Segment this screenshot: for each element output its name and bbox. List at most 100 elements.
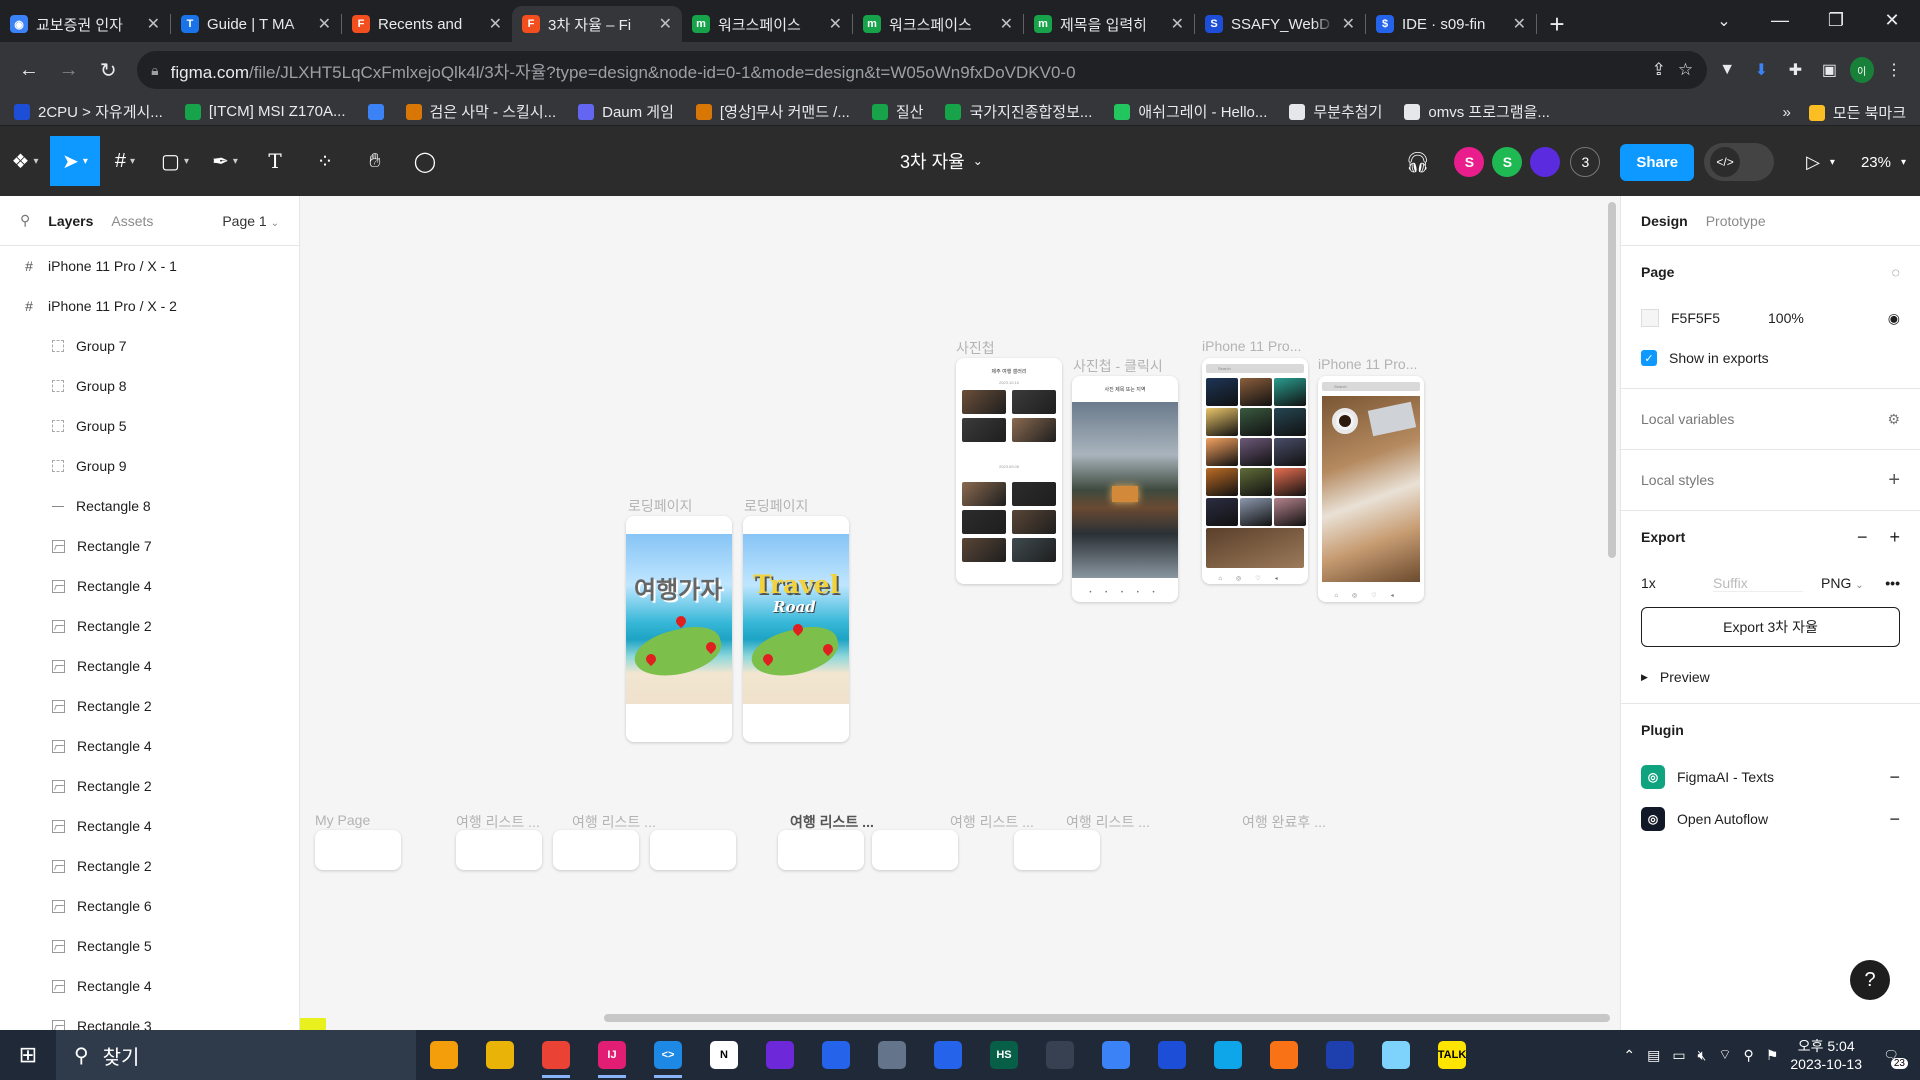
frame-label-album-click[interactable]: 사진첩 - 클릭시 [1073, 358, 1163, 374]
page-color-value[interactable]: F5F5F5 [1671, 310, 1721, 326]
taskbar-app-kakaotalk[interactable]: TALK [1424, 1030, 1480, 1080]
bookmark-item[interactable]: 국가지진종합정보... [945, 101, 1092, 122]
frame-label-travel-5[interactable]: 여행 리스트 ... [1066, 814, 1150, 830]
comment-tool[interactable]: ◯ [400, 136, 450, 186]
taskbar-search-box[interactable]: ⚲ 찾기 [56, 1030, 416, 1080]
profile-avatar[interactable]: 이 [1849, 57, 1874, 83]
preview-toggle[interactable]: Preview [1659, 669, 1710, 685]
remove-plugin-minus-icon[interactable]: − [1889, 808, 1900, 829]
layer-row[interactable]: Rectangle 2 [0, 766, 299, 806]
browser-tab[interactable]: $ IDE · s09-fin ✕ [1366, 6, 1536, 42]
layer-row[interactable]: Rectangle 2 [0, 606, 299, 646]
layer-row[interactable]: Rectangle 4 [0, 966, 299, 1006]
browser-menu-icon[interactable]: ⋮ [1885, 62, 1902, 79]
frame-bottom-row[interactable] [315, 830, 401, 870]
page-color-swatch[interactable] [1641, 309, 1659, 327]
notification-center-icon[interactable]: 🗨︎ 23 [1874, 1041, 1908, 1069]
layer-row[interactable]: Group 9 [0, 446, 299, 486]
tab-close-icon[interactable]: ✕ [1170, 16, 1184, 33]
taskbar-app-food-app[interactable] [416, 1030, 472, 1080]
frame-iphone-gallery[interactable]: Search ⌂◎♡◂ [1202, 358, 1308, 584]
extension-v-icon[interactable]: ▼ [1719, 61, 1736, 78]
frame-bottom-row[interactable] [456, 830, 542, 870]
taskbar-app-chrome[interactable] [528, 1030, 584, 1080]
frame-label-album[interactable]: 사진첩 [956, 340, 995, 356]
pen-tool[interactable]: ✒ ▾ [200, 136, 250, 186]
layer-row[interactable]: Rectangle 2 [0, 686, 299, 726]
taskbar-clock[interactable]: 오후 5:04 2023-10-13 [1790, 1037, 1862, 1073]
taskbar-app-vscode[interactable]: <> [640, 1030, 696, 1080]
tab-search-chevron-icon[interactable]: ⌄ [1717, 13, 1731, 30]
taskbar-app-app-grid[interactable] [920, 1030, 976, 1080]
taskbar-app-notion[interactable]: N [696, 1030, 752, 1080]
export-settings-more-icon[interactable]: ••• [1885, 575, 1900, 591]
frame-label-travel-3[interactable]: 여행 리스트 ... [790, 814, 874, 830]
frame-label-iphone-1[interactable]: iPhone 11 Pro... [1202, 338, 1302, 354]
browser-tab[interactable]: m 워크스페이스 ✕ [682, 6, 852, 42]
caret-right-icon[interactable]: ▶ [1641, 671, 1648, 682]
vertical-scrollbar[interactable] [1608, 202, 1616, 558]
remove-export-minus-icon[interactable]: − [1856, 526, 1868, 547]
address-bar[interactable]: 🔒︎ figma.com/file/JLXHT5LqCxFmlxejoQlk4l… [137, 51, 1708, 89]
more-bookmarks-icon[interactable]: » [1782, 104, 1791, 121]
forward-arrow-icon[interactable]: → [58, 58, 79, 81]
frame-album[interactable]: 제주 여행 갤러리 2023.10.10 2023.09.05 [956, 358, 1062, 584]
layer-row[interactable]: # iPhone 11 Pro / X - 2 [0, 286, 299, 326]
layer-row[interactable]: Rectangle 2 [0, 846, 299, 886]
layer-row[interactable]: Rectangle 8 [0, 486, 299, 526]
frame-label-mypage[interactable]: My Page [315, 812, 371, 828]
frame-loading-page-1[interactable]: 여행가자 [626, 516, 732, 742]
tab-close-icon[interactable]: ✕ [488, 16, 502, 33]
taskbar-app-app-purple[interactable] [752, 1030, 808, 1080]
resources-tool[interactable]: ⁘ [300, 136, 350, 186]
local-variables-label[interactable]: Local variables [1641, 411, 1735, 427]
share-page-icon[interactable]: ⇪ [1651, 60, 1666, 79]
bookmark-item[interactable]: Daum 게임 [578, 101, 674, 122]
page-selector[interactable]: Page 1 ⌄ [222, 212, 279, 229]
plugin-item[interactable]: ◎ Open Autoflow − [1641, 798, 1900, 840]
bookmark-item[interactable]: [영상]무사 커맨드 /... [695, 101, 850, 122]
frame-bottom-row[interactable] [553, 830, 639, 870]
frame-bottom-row[interactable] [778, 830, 864, 870]
windows-start-icon[interactable]: ⊞ [18, 1042, 38, 1067]
export-suffix-input[interactable]: Suffix [1713, 575, 1803, 592]
tab-close-icon[interactable]: ✕ [146, 16, 160, 33]
shape-tool[interactable]: ▢ ▾ [150, 136, 200, 186]
layer-row[interactable]: Group 7 [0, 326, 299, 366]
taskbar-app-maps[interactable] [808, 1030, 864, 1080]
export-format-select[interactable]: PNG ⌄ [1821, 575, 1864, 591]
tab-close-icon[interactable]: ✕ [317, 16, 331, 33]
bookmark-item[interactable]: 무분추첨기 [1289, 101, 1382, 122]
taskbar-app-clock-app[interactable] [1312, 1030, 1368, 1080]
browser-tab[interactable]: S SSAFY_WebD ✕ [1195, 6, 1365, 42]
design-canvas[interactable]: 로딩페이지 여행가자 로딩페이지 Travel Road 사진첩 제주 여행 갤… [300, 196, 1620, 1030]
sidebar-icon[interactable]: ▣ [1821, 62, 1838, 79]
tab-close-icon[interactable]: ✕ [828, 16, 842, 33]
tab-close-icon[interactable]: ✕ [1512, 16, 1526, 33]
layer-row[interactable]: Rectangle 4 [0, 806, 299, 846]
frame-label-loading-1[interactable]: 로딩페이지 [628, 498, 693, 514]
browser-tab[interactable]: m 제목을 입력히 ✕ [1024, 6, 1194, 42]
frame-label-travel-2[interactable]: 여행 리스트 ... [572, 814, 656, 830]
layer-row[interactable]: Rectangle 4 [0, 646, 299, 686]
chevron-down-icon[interactable]: ▾ [1900, 156, 1906, 168]
browser-tab[interactable]: F 3차 자율 – Fi ✕ [512, 6, 682, 42]
move-tool[interactable]: ➤ ▾ [50, 136, 100, 186]
bookmark-item[interactable]: 검은 사막 - 스킬시... [405, 101, 556, 122]
taskbar-app-hs-app[interactable]: HS [976, 1030, 1032, 1080]
dev-mode-toggle[interactable]: </> [1704, 143, 1775, 181]
hand-tool[interactable]: ✋︎ [350, 136, 400, 186]
new-tab-plus-icon[interactable]: + [1549, 8, 1565, 39]
layer-row[interactable]: Rectangle 7 [0, 526, 299, 566]
local-styles-label[interactable]: Local styles [1641, 472, 1715, 488]
tab-close-icon[interactable]: ✕ [1341, 16, 1355, 33]
zoom-level[interactable]: 23% [1860, 153, 1891, 171]
horizontal-scrollbar[interactable] [604, 1014, 1610, 1022]
tray-chevron-up-icon[interactable]: ⌃ [1623, 1046, 1636, 1063]
collaborator-avatar[interactable] [1530, 147, 1561, 177]
layer-row[interactable]: Rectangle 4 [0, 726, 299, 766]
taskbar-app-browser-blue[interactable] [1144, 1030, 1200, 1080]
tab-close-icon[interactable]: ✕ [999, 16, 1013, 33]
taskbar-app-remote[interactable] [1088, 1030, 1144, 1080]
present-play-icon[interactable]: ▷ [1806, 151, 1820, 172]
